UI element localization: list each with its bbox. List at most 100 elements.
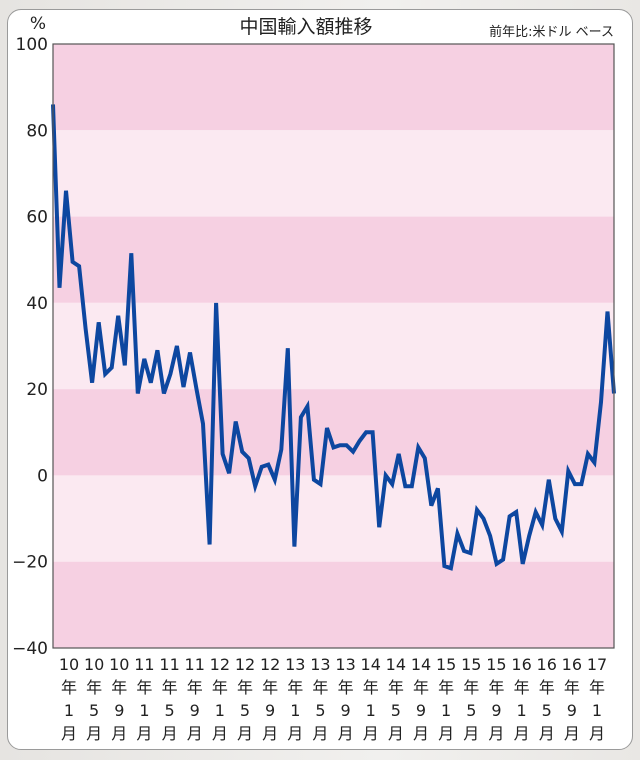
x-tick-label-part: 月 [514, 724, 530, 743]
x-tick-label-part: 14 [386, 655, 406, 674]
x-tick-label-part: 年 [514, 678, 530, 697]
x-tick-label-part: 年 [413, 678, 429, 697]
x-tick-label-part: 14 [361, 655, 381, 674]
x-tick-label-part: 月 [212, 724, 228, 743]
x-tick-label-part: 年 [312, 678, 328, 697]
x-tick-label: 14 年 5 月 [386, 655, 406, 743]
x-tick-label-part: 1 [366, 701, 376, 720]
x-tick-label-part: 1 [139, 701, 149, 720]
x-tick-label: 16 年 1 月 [511, 655, 531, 743]
x-tick-label-part: 年 [86, 678, 102, 697]
x-tick-label-part: 16 [511, 655, 531, 674]
x-tick-label-part: 月 [589, 724, 605, 743]
x-tick-label: 16 年 5 月 [537, 655, 557, 743]
x-tick-label: 10 年 9 月 [109, 655, 129, 743]
x-tick-label-part: 12 [210, 655, 230, 674]
x-tick-label-part: 1 [516, 701, 526, 720]
x-tick-label: 15 年 5 月 [461, 655, 481, 743]
x-tick-label: 16 年 9 月 [562, 655, 582, 743]
x-tick-label-part: 月 [388, 724, 404, 743]
x-tick-label-part: 12 [235, 655, 255, 674]
x-tick-labels: 10年1月10年5月10年9月11年1月11年5月11年9月12年1月12年5月… [59, 655, 607, 743]
x-tick-label-part: 月 [312, 724, 328, 743]
chart-title: 中国輸入額推移 [239, 16, 372, 38]
x-tick-label-part: 16 [537, 655, 557, 674]
y-tick-labels: 100 80 60 40 20 0 −20 −40 [12, 35, 48, 659]
x-tick-label-part: 月 [187, 724, 203, 743]
x-tick-label-part: 13 [285, 655, 305, 674]
x-tick-label-part: 16 [562, 655, 582, 674]
y-tick-label: −20 [12, 553, 48, 573]
x-tick-label-part: 1 [441, 701, 451, 720]
x-tick-label-part: 13 [335, 655, 355, 674]
x-tick-label-part: 年 [162, 678, 178, 697]
x-tick-label-part: 月 [463, 724, 479, 743]
grid-band [53, 302, 614, 390]
x-tick-label-part: 月 [363, 724, 379, 743]
x-tick-label-part: 月 [262, 724, 278, 743]
x-tick-label-part: 17 [587, 655, 607, 674]
x-tick-label-part: 5 [391, 701, 401, 720]
x-tick-label: 11 年 5 月 [159, 655, 179, 743]
x-tick-label-part: 15 [486, 655, 506, 674]
x-tick-label-part: 10 [59, 655, 79, 674]
x-tick-label-part: 12 [260, 655, 280, 674]
x-tick-label-part: 年 [363, 678, 379, 697]
x-tick-label-part: 11 [134, 655, 154, 674]
x-tick-label: 15 年 1 月 [436, 655, 456, 743]
x-tick-label: 14 年 1 月 [361, 655, 381, 743]
x-tick-label-part: 月 [162, 724, 178, 743]
y-tick-label: 40 [26, 294, 48, 314]
x-tick-label-part: 年 [564, 678, 580, 697]
x-tick-label-part: 年 [61, 678, 77, 697]
x-tick-label-part: 月 [287, 724, 303, 743]
x-tick-label: 15 年 9 月 [486, 655, 506, 743]
x-tick-label-part: 9 [265, 701, 275, 720]
x-tick-label-part: 月 [61, 724, 77, 743]
x-tick-label: 11 年 1 月 [134, 655, 154, 743]
x-tick-label-part: 9 [114, 701, 124, 720]
x-tick-label-part: 年 [338, 678, 354, 697]
x-tick-label-part: 年 [187, 678, 203, 697]
x-tick-label-part: 15 [461, 655, 481, 674]
x-tick-label-part: 13 [310, 655, 330, 674]
y-tick-label: 20 [26, 380, 48, 400]
x-tick-label-part: 9 [491, 701, 501, 720]
x-tick-label-part: 15 [436, 655, 456, 674]
x-tick-label-part: 11 [185, 655, 205, 674]
x-tick-label-part: 月 [438, 724, 454, 743]
grid-band [53, 389, 614, 476]
y-tick-label: 60 [26, 208, 48, 228]
x-tick-label-part: 月 [237, 724, 253, 743]
x-tick-label-part: 1 [215, 701, 225, 720]
grid-band [53, 130, 614, 217]
x-tick-label-part: 年 [388, 678, 404, 697]
grid-band [53, 475, 614, 562]
y-axis-unit: % [30, 14, 46, 34]
y-tick-label: 0 [37, 466, 48, 486]
x-tick-label-part: 年 [111, 678, 127, 697]
x-tick-label: 10 年 1 月 [59, 655, 79, 743]
y-tick-label: −40 [12, 639, 48, 659]
x-tick-label-part: 月 [539, 724, 555, 743]
y-tick-label: 80 [26, 121, 48, 141]
x-tick-label: 13 年 5 月 [310, 655, 330, 743]
x-tick-label-part: 年 [262, 678, 278, 697]
x-tick-label-part: 5 [315, 701, 325, 720]
x-tick-label-part: 5 [89, 701, 99, 720]
x-tick-label: 13 年 9 月 [335, 655, 355, 743]
x-tick-label-part: 9 [416, 701, 426, 720]
x-tick-label-part: 月 [413, 724, 429, 743]
x-tick-label-part: 9 [340, 701, 350, 720]
series-line-group [51, 104, 616, 571]
x-tick-label-part: 年 [488, 678, 504, 697]
y-tick-label: 100 [16, 35, 48, 55]
x-tick-label-part: 14 [411, 655, 431, 674]
grid-band [53, 44, 614, 131]
x-tick-label-part: 月 [86, 724, 102, 743]
x-tick-label-part: 年 [212, 678, 228, 697]
x-tick-label-part: 年 [136, 678, 152, 697]
x-tick-label-part: 月 [136, 724, 152, 743]
x-tick-label-part: 5 [466, 701, 476, 720]
